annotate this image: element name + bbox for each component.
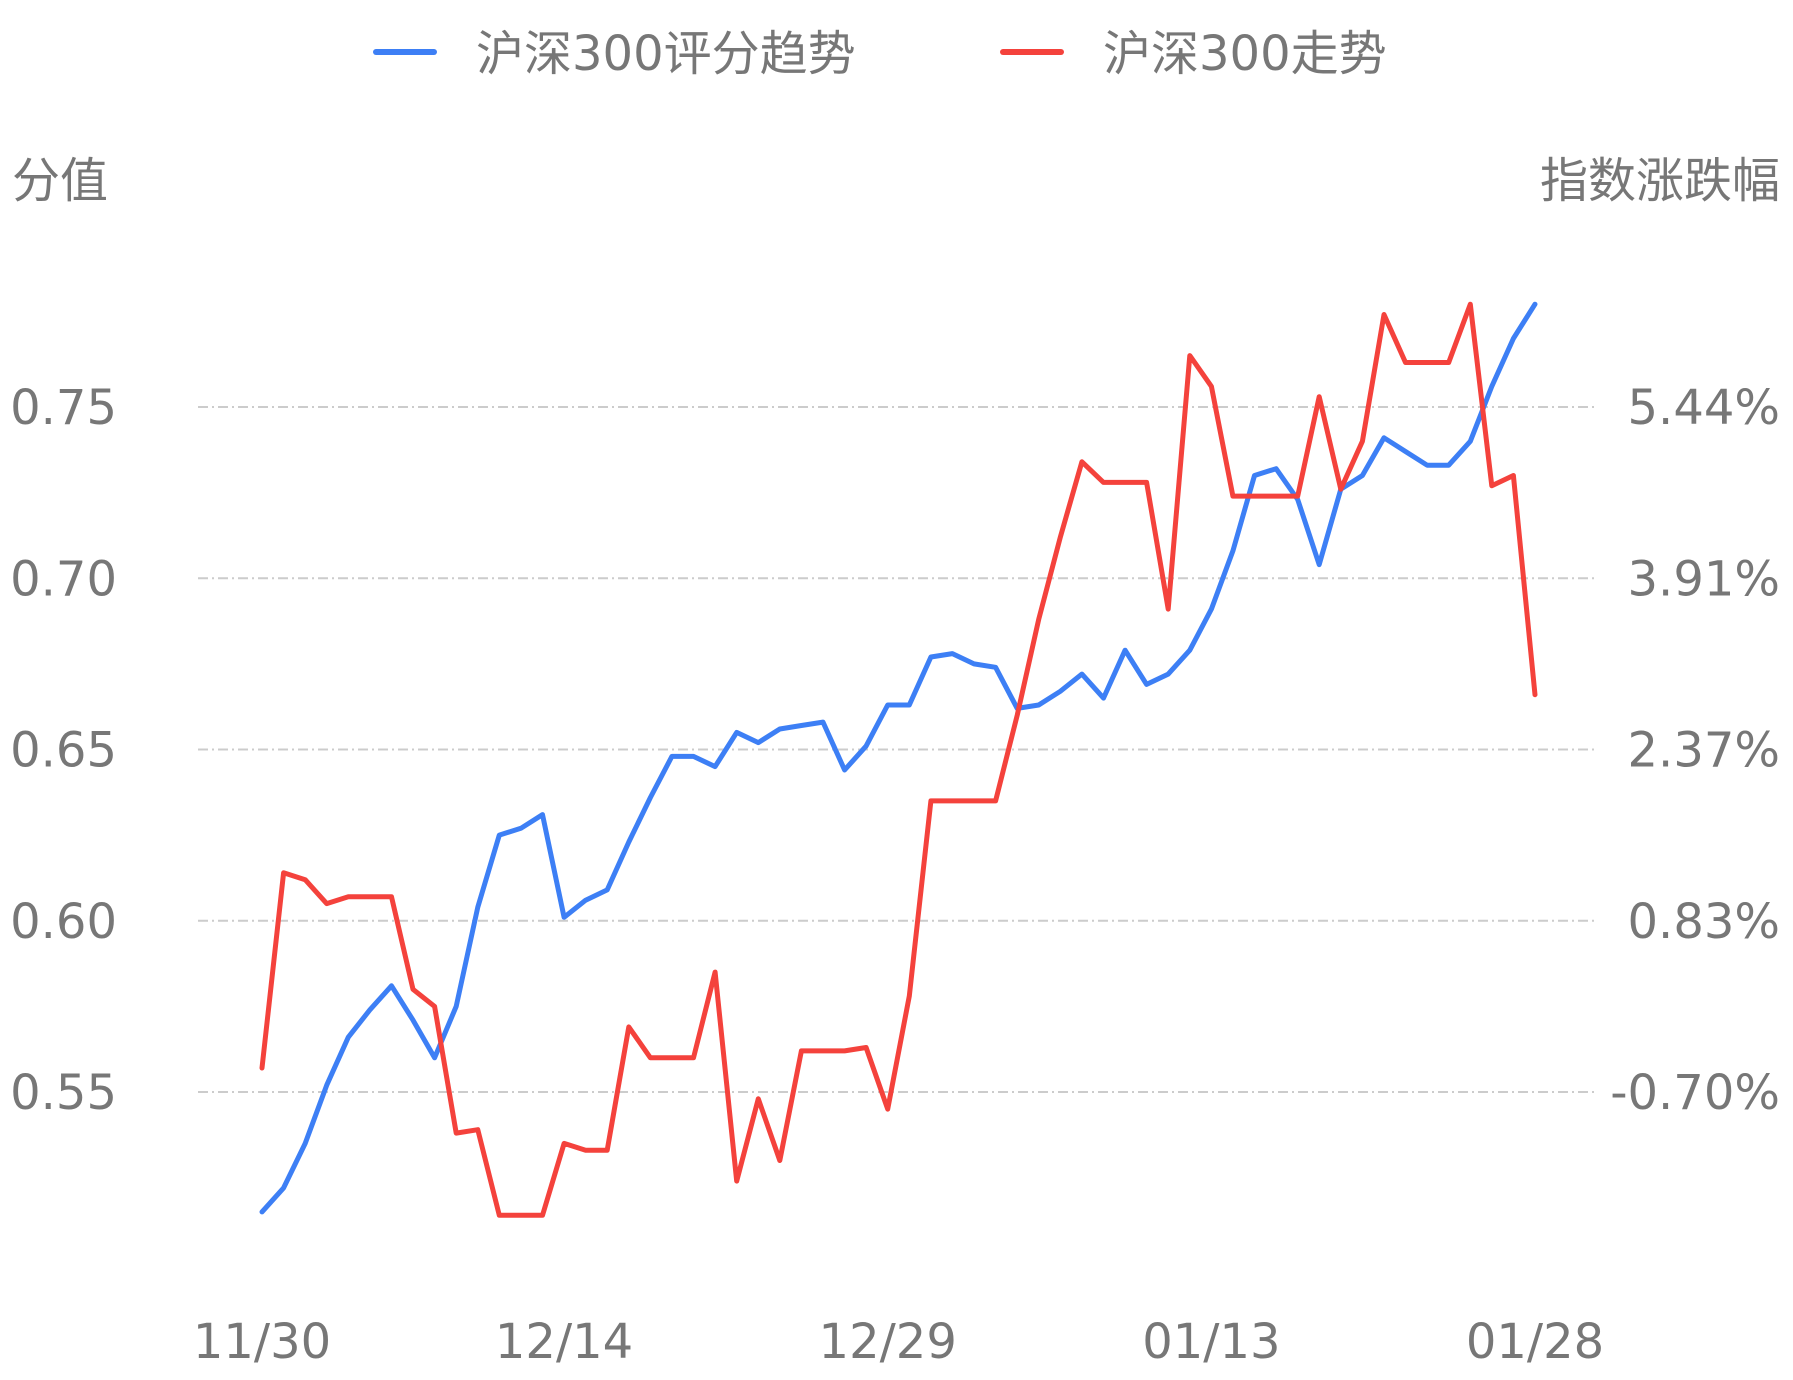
legend-label-score-trend: 沪深300评分趋势 [476, 26, 856, 82]
legend-label-index-trend: 沪深300走势 [1103, 26, 1387, 82]
y-left-tick-label: 0.75 [10, 380, 117, 436]
legend: 沪深300评分趋势 沪深300走势 [373, 26, 1387, 82]
y-right-tick-label: 2.37% [1628, 723, 1780, 779]
x-tick-label: 12/14 [495, 1314, 633, 1370]
x-tick-label: 01/13 [1142, 1314, 1280, 1370]
y-axis-left-ticks: 0.55 0.60 0.65 0.70 0.75 [10, 380, 117, 1121]
y-axis-right-ticks: -0.70% 0.83% 2.37% 3.91% 5.44% [1610, 380, 1780, 1121]
series-lines [259, 301, 1538, 1218]
y-left-tick-label: 0.55 [10, 1065, 117, 1121]
y-right-tick-label: 3.91% [1628, 551, 1780, 607]
series-line-index-trend [259, 301, 1538, 1218]
x-axis-ticks: 11/30 12/14 12/29 01/13 01/28 [193, 1314, 1604, 1370]
legend-item-score-trend[interactable]: 沪深300评分趋势 [373, 26, 856, 82]
x-tick-label: 11/30 [193, 1314, 331, 1370]
y-left-tick-label: 0.60 [10, 894, 117, 950]
y-right-tick-label: 5.44% [1628, 380, 1780, 436]
grid-lines [198, 406, 1598, 1093]
y-axis-left-label: 分值 [12, 153, 108, 209]
y-right-tick-label: -0.70% [1610, 1065, 1780, 1121]
legend-item-index-trend[interactable]: 沪深300走势 [1000, 26, 1387, 82]
series-line-score-trend [259, 301, 1538, 1215]
y-axis-right-label: 指数涨跌幅 [1540, 153, 1780, 209]
x-tick-label: 12/29 [819, 1314, 957, 1370]
x-tick-label: 01/28 [1466, 1314, 1604, 1370]
y-left-tick-label: 0.70 [10, 551, 117, 607]
y-left-tick-label: 0.65 [10, 723, 117, 779]
y-right-tick-label: 0.83% [1628, 894, 1780, 950]
